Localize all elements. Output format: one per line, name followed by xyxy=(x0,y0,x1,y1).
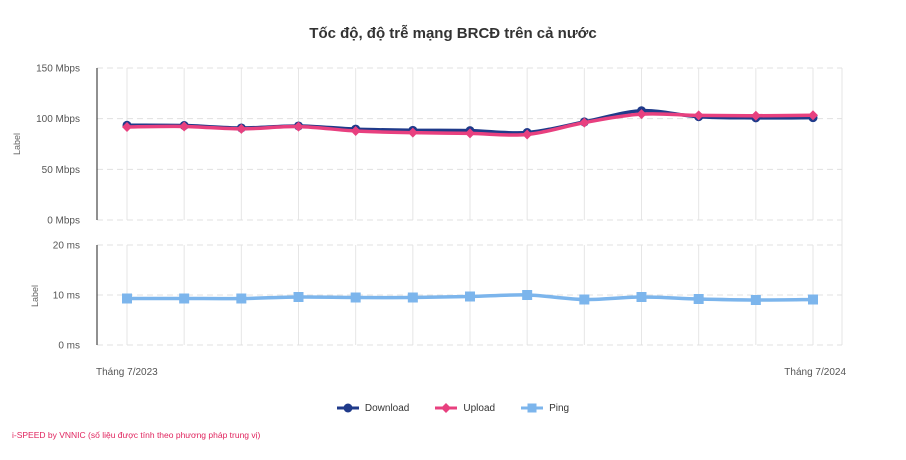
data-point-upload xyxy=(236,123,247,134)
data-point-ping xyxy=(465,291,475,302)
legend-upload-swatch xyxy=(435,403,458,413)
data-point-ping xyxy=(808,294,818,305)
data-point-upload xyxy=(636,109,647,120)
legend-ping-label: Ping xyxy=(549,402,570,414)
x-tick-label-first: Tháng 7/2023 xyxy=(96,367,158,378)
data-point-upload xyxy=(122,121,132,132)
legend-item-ping[interactable]: Ping xyxy=(521,402,569,414)
data-point-upload xyxy=(808,110,818,121)
y-tick-label: 20 ms xyxy=(53,241,80,252)
data-point-upload xyxy=(465,128,475,139)
data-point-ping xyxy=(350,292,361,303)
y-tick-label: 0 ms xyxy=(58,341,80,352)
data-point-ping xyxy=(179,293,190,304)
data-point-ping xyxy=(750,295,761,305)
data-point-ping xyxy=(636,292,647,302)
data-point-upload xyxy=(350,126,361,137)
chart-legend: Download Upload Ping xyxy=(0,402,906,414)
data-point-upload xyxy=(750,110,761,121)
data-point-ping xyxy=(579,294,590,305)
data-point-ping xyxy=(407,292,418,303)
legend-upload-label: Upload xyxy=(463,402,496,414)
legend-ping-swatch xyxy=(521,403,544,413)
y-axis-title: Label xyxy=(30,285,40,307)
legend-download-label: Download xyxy=(364,402,410,414)
data-point-upload xyxy=(179,121,190,132)
data-point-ping xyxy=(293,292,304,302)
y-tick-label: 10 ms xyxy=(53,291,80,302)
y-tick-label: 100 Mbps xyxy=(36,114,80,125)
footer-note: i-SPEED by VNNIC (số liệu được tính theo… xyxy=(12,430,261,440)
data-point-ping xyxy=(693,294,704,304)
data-point-ping xyxy=(122,293,132,304)
y-tick-label: 50 Mbps xyxy=(42,165,80,176)
legend-item-download[interactable]: Download xyxy=(336,402,410,414)
data-point-upload xyxy=(293,121,304,132)
data-point-ping xyxy=(522,290,533,300)
chart-title: Tốc độ, độ trễ mạng BRCĐ trên cả nước xyxy=(309,25,597,42)
y-tick-label: 150 Mbps xyxy=(36,64,80,75)
y-tick-label: 0 Mbps xyxy=(47,216,80,227)
y-axis-title: Label xyxy=(12,133,22,155)
legend-download-swatch xyxy=(336,403,359,413)
data-point-ping xyxy=(236,293,247,304)
legend-item-upload[interactable]: Upload xyxy=(435,402,495,414)
data-point-upload xyxy=(407,127,418,138)
data-point-upload xyxy=(522,129,533,140)
data-point-upload xyxy=(693,110,704,121)
data-point-upload xyxy=(579,117,590,128)
x-tick-label-last: Tháng 7/2024 xyxy=(784,367,846,378)
